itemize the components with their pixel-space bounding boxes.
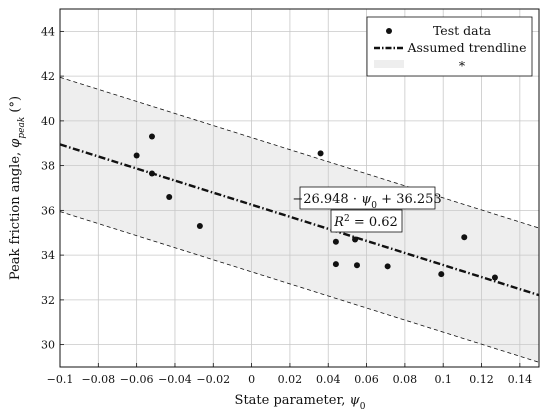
x-tick-label: −0.08 [81,373,115,386]
legend-label-trendline: Assumed trendline [406,40,526,55]
x-tick-label: 0.04 [316,373,341,386]
y-tick-label: 36 [41,204,55,217]
y-tick-labels: 30 32 34 36 38 40 42 44 [41,25,55,351]
legend-marker-test-data [386,28,392,34]
test-data-point [491,274,498,281]
test-data-point [438,271,445,278]
test-data-point [332,261,339,268]
x-tick-label: −0.04 [158,373,192,386]
y-tick-label: 42 [41,70,55,83]
test-data-point [461,234,468,241]
y-tick-label: 40 [41,115,55,128]
x-tick-label: 0.12 [469,373,494,386]
x-tick-label: −0.02 [196,373,230,386]
x-tick-label: 0.02 [278,373,303,386]
plot-frame [59,8,540,368]
test-data-point [317,150,324,157]
y-tick-label: 30 [41,339,55,352]
y-tick-label: 32 [41,294,55,307]
test-data-point [332,238,339,245]
test-data-point [384,263,391,270]
legend: Test data Assumed trendline * [366,16,533,77]
test-data-point [133,152,140,159]
x-tick-labels: −0.1 −0.08 −0.06 −0.04 −0.02 0 0.02 0.04 0.06 0.0… [47,373,532,386]
equation-text: −26.948 · ψ0 + 36.253 [292,192,441,211]
x-tick-label: 0.14 [508,373,533,386]
trendline-layer [60,143,539,297]
y-tick-label: 38 [41,160,55,173]
legend-label-test-data: Test data [433,23,492,38]
x-tick-label: 0.08 [393,373,418,386]
y-axis-label: Peak friction angle, φpeak (°) [8,96,27,280]
trendline [60,143,539,297]
test-data-point [148,133,155,140]
x-tick-label: 0.1 [434,373,452,386]
equation-annotation: −26.948 · ψ0 + 36.253 [292,186,442,211]
r2-box [330,209,403,233]
test-data-point [353,262,360,269]
x-axis-label: State parameter, ψ0 [235,393,366,411]
y-tick-label: 34 [41,249,55,262]
x-tick-label: 0.06 [354,373,379,386]
x-tick-label: −0.1 [47,373,74,386]
test-data-point [166,193,173,200]
legend-label-band: * [459,58,466,73]
uncertainty-band [60,77,539,363]
r2-annotation: R2 = 0.62 [330,209,403,233]
y-tick-label: 44 [41,25,55,38]
x-tick-label: −0.06 [120,373,154,386]
test-data-point [352,236,359,243]
equation-box [299,186,436,210]
x-tick-label: 0 [248,373,255,386]
test-data-point [196,223,203,230]
r2-text: R2 = 0.62 [333,214,398,230]
uncertainty-band-layer [60,77,539,363]
legend-marker-band [374,60,404,68]
test-data-layer [133,133,498,281]
test-data-point [148,170,155,177]
